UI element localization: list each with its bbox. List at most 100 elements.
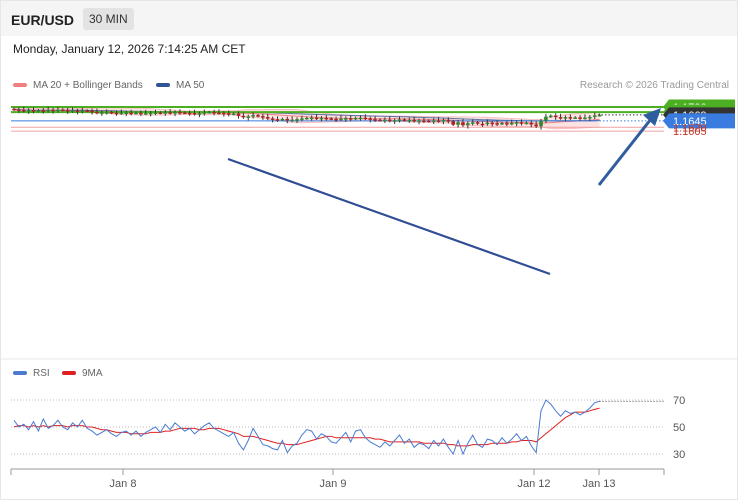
candle xyxy=(295,119,299,121)
bollinger-swatch xyxy=(13,83,27,88)
rsi-label: RSI xyxy=(33,368,50,379)
candle xyxy=(85,110,89,113)
candle xyxy=(217,112,221,115)
legend-bollinger: MA 20 + Bollinger Bands xyxy=(13,80,143,91)
candle xyxy=(124,112,129,115)
candle xyxy=(592,115,597,117)
candle xyxy=(212,112,216,114)
candle xyxy=(344,118,348,120)
candle xyxy=(519,122,524,124)
candle xyxy=(412,119,416,122)
candle xyxy=(46,109,50,112)
candle xyxy=(197,113,202,115)
x-tick-label: Jan 12 xyxy=(517,478,550,490)
candle xyxy=(148,112,153,115)
candle xyxy=(353,117,358,120)
candle xyxy=(334,118,338,121)
candle xyxy=(524,122,529,125)
candle xyxy=(65,110,70,112)
candle xyxy=(573,117,577,119)
legend-rsi-ma: 9MA xyxy=(62,368,103,379)
candle xyxy=(348,118,353,120)
candle xyxy=(539,120,543,127)
candle xyxy=(378,119,382,122)
candle xyxy=(329,118,333,120)
candle xyxy=(480,123,485,126)
candle xyxy=(300,118,304,120)
candle xyxy=(139,112,143,115)
candle xyxy=(553,115,558,118)
candle xyxy=(251,115,255,117)
candle xyxy=(475,122,480,124)
candle xyxy=(168,112,172,114)
candle xyxy=(461,122,465,126)
candle xyxy=(363,117,368,120)
legend-rsi: RSI xyxy=(13,368,50,379)
candle xyxy=(339,118,343,121)
candle xyxy=(544,116,548,121)
candle xyxy=(192,113,197,115)
projection-arrow-shaft xyxy=(597,118,653,186)
candle xyxy=(143,113,148,115)
candle xyxy=(100,112,104,114)
candle xyxy=(153,112,158,115)
candle xyxy=(305,117,309,120)
candle xyxy=(368,118,373,120)
header-bar: EUR/USD 30 MIN xyxy=(1,1,737,36)
candle xyxy=(392,120,397,122)
candle xyxy=(183,112,187,115)
candle xyxy=(173,112,177,114)
candle xyxy=(246,116,251,118)
candle xyxy=(466,123,470,126)
candle xyxy=(358,117,363,120)
candle xyxy=(387,119,392,122)
x-tick-label: Jan 9 xyxy=(320,478,347,490)
candle xyxy=(41,110,46,112)
candle xyxy=(119,112,124,115)
candle xyxy=(505,122,509,125)
ma50-label: MA 50 xyxy=(176,80,205,91)
candle xyxy=(490,122,495,125)
candle xyxy=(534,124,538,127)
candle xyxy=(514,122,519,124)
rsi-ma-line xyxy=(13,407,600,447)
candle xyxy=(436,120,441,122)
candle xyxy=(12,108,16,111)
candle xyxy=(563,117,568,119)
candle xyxy=(261,116,265,118)
candle xyxy=(446,120,451,122)
candle xyxy=(104,112,109,114)
ma50-swatch xyxy=(156,83,170,88)
rsi-ma-swatch xyxy=(62,371,76,376)
candle xyxy=(231,113,236,116)
candle xyxy=(61,109,65,112)
candle xyxy=(509,122,514,125)
timeframe-badge[interactable]: 30 MIN xyxy=(83,8,134,30)
candle xyxy=(187,112,192,115)
rsi-tick-label: 50 xyxy=(673,422,685,434)
candle xyxy=(129,112,133,115)
candle xyxy=(485,122,490,125)
candle xyxy=(324,117,329,120)
candle xyxy=(451,121,455,125)
pivot-level-tag xyxy=(663,113,735,129)
candle xyxy=(114,112,119,115)
candle xyxy=(422,120,426,122)
candle xyxy=(597,114,602,117)
candle xyxy=(558,117,563,119)
candle xyxy=(90,110,94,113)
candle xyxy=(441,120,446,122)
candle xyxy=(222,112,226,115)
candle xyxy=(373,119,377,121)
candle xyxy=(256,115,260,117)
candle xyxy=(158,112,163,115)
support-level-label: 1.1605 xyxy=(673,126,707,138)
candle xyxy=(529,122,534,125)
rsi-tick-label: 70 xyxy=(673,395,685,407)
candle xyxy=(70,110,75,113)
candle xyxy=(178,112,182,114)
descending-trendline xyxy=(227,157,551,276)
candle xyxy=(80,110,85,113)
support-level-label: 1.1620 xyxy=(673,122,707,134)
candle xyxy=(470,122,475,124)
